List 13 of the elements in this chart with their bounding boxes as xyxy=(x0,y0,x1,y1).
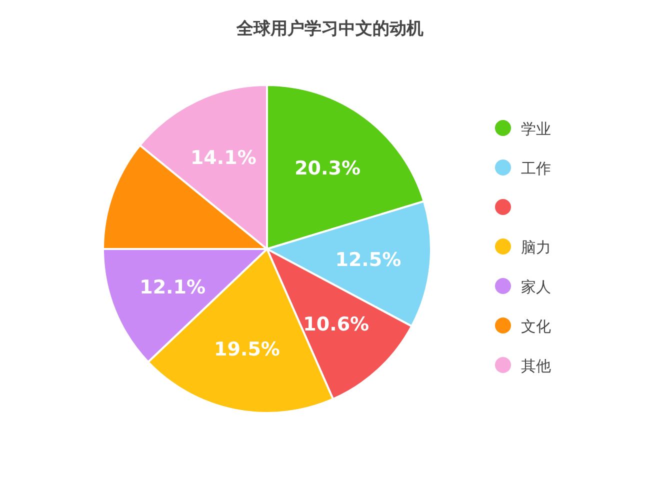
data-label: 20.3% xyxy=(294,157,360,180)
data-label: 10.6% xyxy=(303,314,370,336)
data-label: 19.5% xyxy=(214,338,280,361)
legend-label: 家人 xyxy=(521,278,551,296)
chart-title: 全球用户学习中文的动机 xyxy=(236,19,424,39)
legend-label: 文化 xyxy=(521,318,551,336)
legend-label: 学业 xyxy=(521,120,551,138)
data-label: 14.1% xyxy=(190,147,256,170)
data-label: 12.5% xyxy=(335,248,402,271)
legend-label: 脑力 xyxy=(521,238,551,256)
legend-label: 工作 xyxy=(521,160,551,178)
legend-label: 其他 xyxy=(521,357,551,375)
data-label: 12.1% xyxy=(140,276,206,299)
